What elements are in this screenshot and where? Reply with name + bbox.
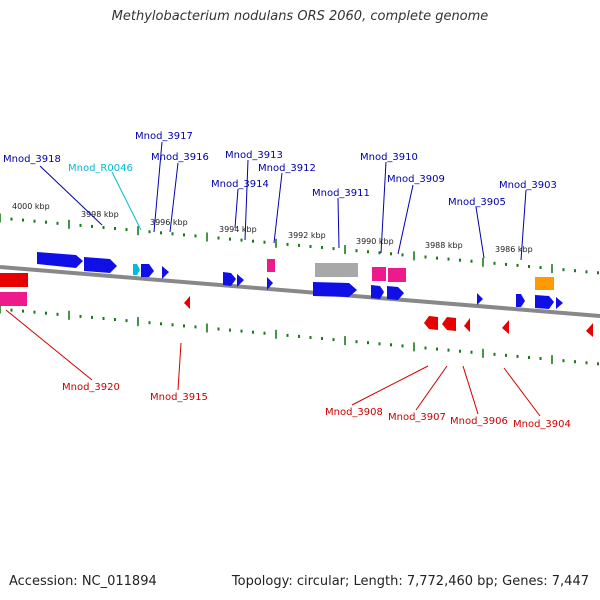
- gene-reverse-3908: [424, 316, 438, 330]
- leader-mnod-3905: [475, 206, 485, 259]
- label-mnod-3914: Mnod_3914: [211, 179, 269, 190]
- rrna-3909: [388, 268, 406, 282]
- gene-forward-8: [313, 282, 357, 297]
- gene-reverse-3907: [442, 317, 456, 331]
- label-mnod-3915: Mnod_3915: [150, 392, 208, 403]
- leader-mnod-3917: [153, 141, 163, 233]
- label-mnod-3910: Mnod_3910: [360, 152, 418, 163]
- leader-mnod-3914: [234, 188, 239, 229]
- rrna-3910: [372, 267, 386, 281]
- leader-mnod-3904: [503, 367, 541, 417]
- leader-mnod-3912: [273, 172, 283, 244]
- label-mnod-3912: Mnod_3912: [258, 163, 316, 174]
- label-mnod-3920: Mnod_3920: [62, 382, 120, 393]
- label-mnod-3913: Mnod_3913: [225, 150, 283, 161]
- leader-mnod-3910: [380, 161, 387, 254]
- label-mnod-3906: Mnod_3906: [450, 416, 508, 427]
- gene-forward-11: [477, 293, 483, 305]
- ruler-label-3994: 3994 kbp: [219, 225, 257, 234]
- genome-backbone: [0, 265, 600, 318]
- rrna-3912: [267, 259, 275, 272]
- leader-mnod-3903: [520, 189, 527, 261]
- label-mnod-3916: Mnod_3916: [151, 152, 209, 163]
- leader-mnod-3920: [5, 309, 93, 381]
- gene-forward-10: [387, 286, 404, 300]
- label-mnod-r0046: Mnod_R0046: [68, 163, 133, 174]
- gene-forward-12: [516, 294, 525, 307]
- label-mnod-3917: Mnod_3917: [135, 131, 193, 142]
- ruler-label-3996: 3996 kbp: [150, 218, 188, 227]
- label-mnod-3911: Mnod_3911: [312, 188, 370, 199]
- gene-forward-3: [141, 264, 154, 277]
- label-mnod-3905: Mnod_3905: [448, 197, 506, 208]
- misc-feature: [535, 277, 554, 290]
- gene-forward-2: [84, 257, 117, 273]
- gene-reverse-3904: [502, 320, 509, 334]
- label-mnod-3907: Mnod_3907: [388, 412, 446, 423]
- leader-mnod-3907: [415, 365, 448, 411]
- leader-mnod-3906: [462, 365, 479, 415]
- gene-forward-13: [535, 295, 554, 309]
- leader-mnod-3915: [177, 342, 182, 391]
- gene-reverse-3920: [0, 273, 28, 287]
- gene-reverse-edge: [586, 323, 593, 337]
- leader-mnod-r0046: [111, 171, 142, 231]
- gene-forward-14: [556, 297, 563, 309]
- gene-forward-9: [371, 285, 384, 299]
- label-mnod-3918: Mnod_3918: [3, 154, 61, 165]
- ruler-label-3986: 3986 kbp: [495, 245, 533, 254]
- gene-reverse-3906: [464, 318, 470, 332]
- reverse-features: [0, 273, 593, 337]
- gene-forward-6: [237, 274, 244, 287]
- label-mnod-3903: Mnod_3903: [499, 180, 557, 191]
- leader-mnod-3918: [39, 165, 103, 226]
- topology-text: Topology: circular; Length: 7,772,460 bp…: [231, 574, 589, 589]
- accession-text: Accession: NC_011894: [9, 574, 157, 589]
- leader-mnod-3911: [337, 197, 340, 249]
- ruler-label-3992: 3992 kbp: [288, 231, 326, 240]
- trna-r0046: [133, 264, 140, 275]
- gene-forward-7: [267, 277, 273, 290]
- label-mnod-3909: Mnod_3909: [387, 174, 445, 185]
- gene-forward-5: [223, 272, 236, 286]
- rrna-reverse-1: [0, 292, 27, 306]
- label-mnod-3904: Mnod_3904: [513, 419, 571, 430]
- map-title: Methylobacterium nodulans ORS 2060, comp…: [111, 9, 489, 24]
- gene-forward-4: [162, 266, 169, 279]
- ruler-label-3998: 3998 kbp: [81, 210, 119, 219]
- pseudo-3911: [315, 263, 358, 277]
- gene-reverse-3915: [184, 296, 190, 309]
- leader-mnod-3913: [244, 159, 249, 241]
- ruler-lower: [0, 304, 599, 366]
- forward-features: [37, 252, 563, 309]
- leader-mnod-3908: [351, 365, 429, 406]
- ruler-label-3988: 3988 kbp: [425, 241, 463, 250]
- ruler-label-3990: 3990 kbp: [356, 237, 394, 246]
- leader-mnod-3916: [169, 162, 179, 233]
- gene-forward-1: [37, 252, 83, 268]
- label-mnod-3908: Mnod_3908: [325, 407, 383, 418]
- ruler-upper: [0, 213, 599, 275]
- leader-mnod-3909: [397, 184, 414, 255]
- ruler-label-4000: 4000 kbp: [12, 202, 50, 211]
